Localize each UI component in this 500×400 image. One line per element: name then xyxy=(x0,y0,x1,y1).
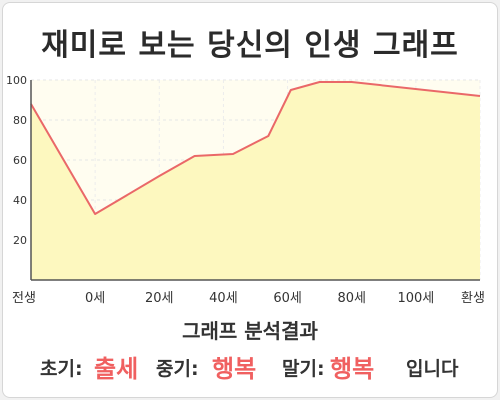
y-tick-label: 20 xyxy=(13,234,27,247)
life-line xyxy=(30,81,481,215)
y-tick-label: 40 xyxy=(13,194,27,207)
y-tick-label: 80 xyxy=(13,114,27,127)
early-value: 출세 xyxy=(94,355,139,383)
late-label: 말기: xyxy=(282,358,325,380)
early-label: 초기: xyxy=(40,358,83,380)
x-tick-label: 전생 xyxy=(12,291,36,306)
x-tick-label: 60세 xyxy=(273,291,302,306)
closing-text: 입니다 xyxy=(406,358,459,380)
y-tick-label: 100 xyxy=(6,74,27,87)
analysis-result: 초기: 출세 중기: 행복 말기: 행복 입니다 xyxy=(0,346,500,383)
x-tick-label: 100세 xyxy=(397,291,434,306)
y-axis-ticks: 20 40 60 80 100 xyxy=(6,74,27,247)
x-tick-label: 0세 xyxy=(85,291,105,306)
late-value: 행복 xyxy=(330,355,375,383)
x-tick-label: 환생 xyxy=(461,291,485,306)
y-tick-label: 60 xyxy=(13,154,27,167)
analysis-heading: 그래프 분석결과 xyxy=(182,319,318,343)
x-tick-label: 40세 xyxy=(209,291,238,306)
life-area xyxy=(31,82,480,280)
middle-value: 행복 xyxy=(212,355,257,383)
middle-label: 중기: xyxy=(156,358,199,380)
x-axis-ticks: 전생 0세 20세 40세 60세 80세 100세 환생 xyxy=(12,291,485,306)
x-tick-label: 20세 xyxy=(145,291,174,306)
x-tick-label: 80세 xyxy=(337,291,366,306)
page-title: 재미로 보는 당신의 인생 그래프 xyxy=(41,28,459,63)
